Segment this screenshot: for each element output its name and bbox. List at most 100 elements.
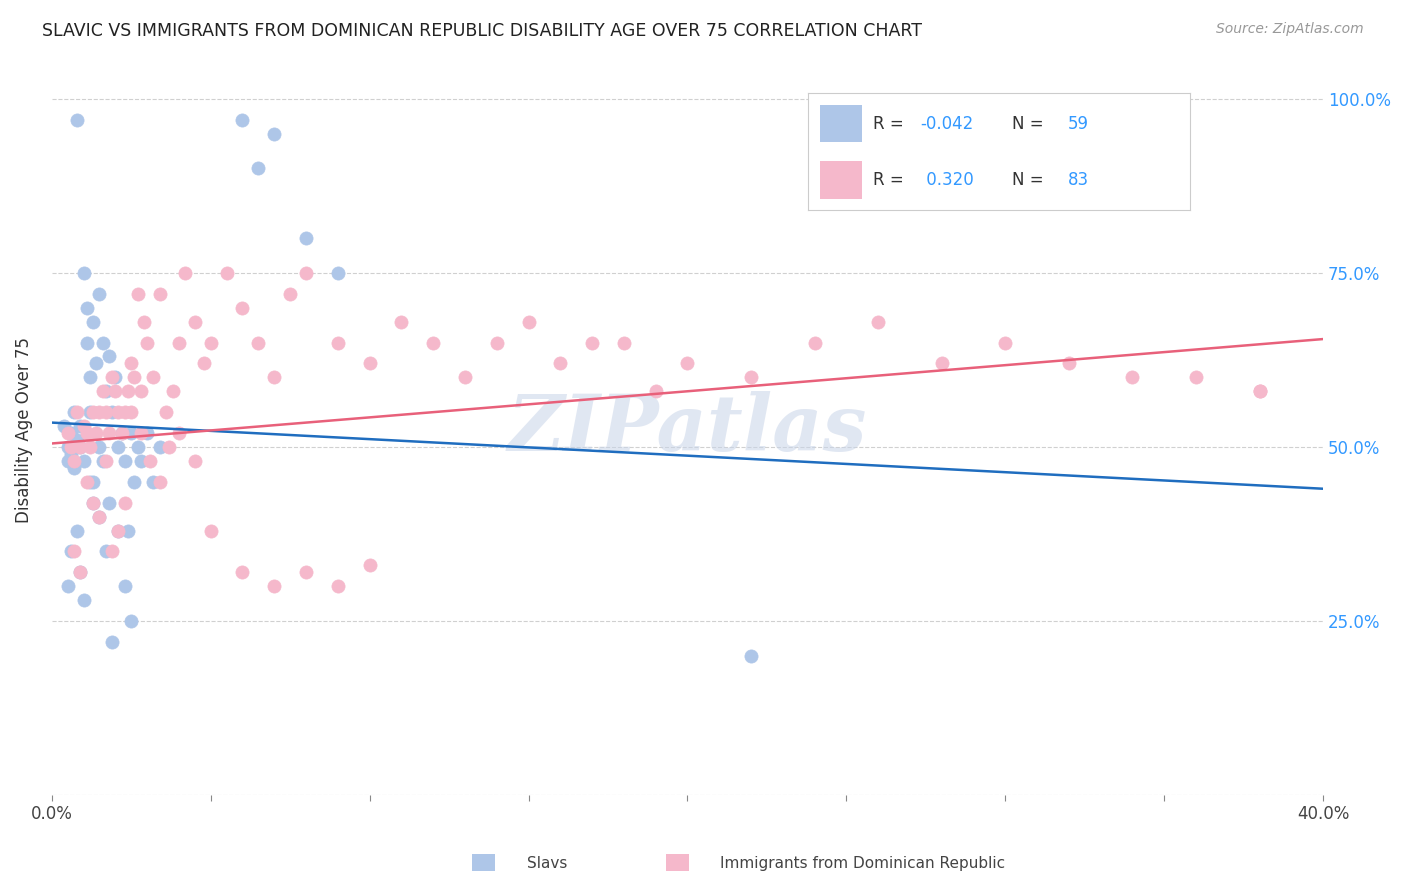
Point <box>101 635 124 649</box>
Point <box>101 370 124 384</box>
Point <box>127 286 149 301</box>
Point <box>76 335 98 350</box>
Point <box>114 496 136 510</box>
Point <box>89 509 111 524</box>
Point <box>76 301 98 315</box>
Point <box>59 440 82 454</box>
Point <box>295 231 318 245</box>
Point <box>79 405 101 419</box>
Point <box>485 335 508 350</box>
Point <box>111 425 134 440</box>
Point <box>111 425 134 440</box>
Point <box>56 440 79 454</box>
Point <box>247 335 270 350</box>
Point <box>114 454 136 468</box>
Point <box>82 315 104 329</box>
Point <box>359 558 381 573</box>
Point <box>167 425 190 440</box>
Point <box>359 356 381 370</box>
Point <box>149 440 172 454</box>
Point <box>215 266 238 280</box>
Point <box>63 405 86 419</box>
Point <box>278 286 301 301</box>
Point <box>53 419 76 434</box>
Point <box>79 475 101 489</box>
Point <box>454 370 477 384</box>
Point <box>174 266 197 280</box>
Point <box>247 161 270 176</box>
Point <box>97 425 120 440</box>
Point <box>200 524 222 538</box>
Point <box>66 112 89 127</box>
Point <box>740 370 762 384</box>
Point <box>155 405 177 419</box>
Point <box>994 335 1017 350</box>
Point <box>59 544 82 558</box>
FancyBboxPatch shape <box>666 854 689 871</box>
Point <box>91 454 114 468</box>
Point <box>69 419 91 434</box>
Text: Source: ZipAtlas.com: Source: ZipAtlas.com <box>1216 22 1364 37</box>
Point <box>120 614 142 628</box>
Point <box>97 350 120 364</box>
Point <box>107 405 129 419</box>
Point <box>1249 384 1271 399</box>
Point <box>231 566 253 580</box>
Point <box>72 419 94 434</box>
Point <box>79 440 101 454</box>
Point <box>84 425 107 440</box>
Point <box>72 266 94 280</box>
Point <box>104 370 127 384</box>
Point <box>129 425 152 440</box>
Point <box>82 405 104 419</box>
Point <box>104 384 127 399</box>
Point <box>84 356 107 370</box>
Point <box>550 356 572 370</box>
Text: SLAVIC VS IMMIGRANTS FROM DOMINICAN REPUBLIC DISABILITY AGE OVER 75 CORRELATION : SLAVIC VS IMMIGRANTS FROM DOMINICAN REPU… <box>42 22 922 40</box>
Point <box>142 475 165 489</box>
Point <box>1057 356 1080 370</box>
Point <box>69 566 91 580</box>
Point <box>120 356 142 370</box>
Point <box>56 579 79 593</box>
Point <box>117 524 139 538</box>
Point <box>263 370 285 384</box>
Point <box>200 335 222 350</box>
Point <box>129 454 152 468</box>
Point <box>89 286 111 301</box>
Point <box>107 524 129 538</box>
Point <box>326 266 349 280</box>
Point <box>82 496 104 510</box>
Point <box>326 579 349 593</box>
Point <box>97 496 120 510</box>
Point <box>69 566 91 580</box>
Point <box>59 425 82 440</box>
Point <box>389 315 412 329</box>
Point <box>149 286 172 301</box>
Text: ZIPatlas: ZIPatlas <box>508 392 868 467</box>
Point <box>124 370 146 384</box>
Point <box>69 440 91 454</box>
Point <box>117 384 139 399</box>
Point <box>107 524 129 538</box>
Point <box>184 454 207 468</box>
Point <box>613 335 636 350</box>
Point <box>89 405 111 419</box>
Point <box>231 112 253 127</box>
Point <box>157 440 180 454</box>
Point <box>124 475 146 489</box>
Point <box>162 384 184 399</box>
Point <box>1185 370 1208 384</box>
Point <box>76 475 98 489</box>
Point <box>149 475 172 489</box>
Point <box>120 405 142 419</box>
Point <box>326 335 349 350</box>
Point <box>72 593 94 607</box>
Point <box>82 496 104 510</box>
Point <box>120 425 142 440</box>
Point <box>193 356 215 370</box>
Point <box>79 370 101 384</box>
Point <box>132 315 155 329</box>
Point <box>107 440 129 454</box>
Point <box>644 384 666 399</box>
